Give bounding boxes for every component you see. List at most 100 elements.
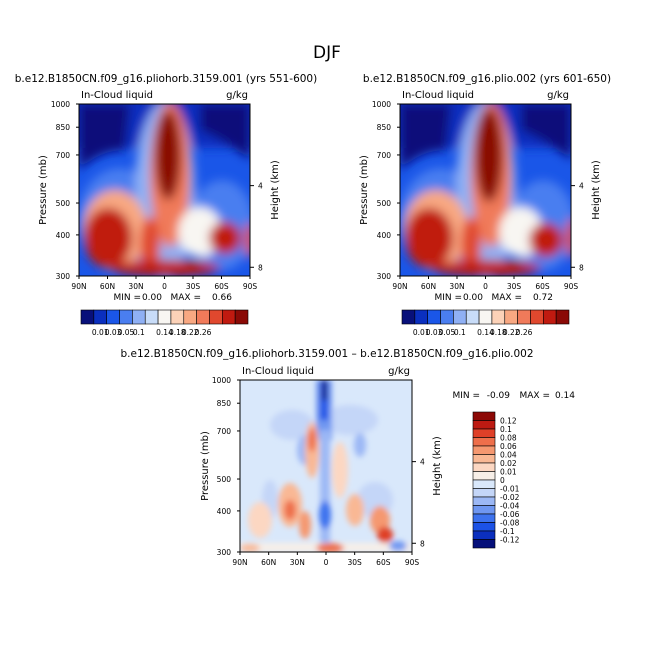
panel-a-min-value: 0.00	[142, 293, 162, 303]
y-tick-label: 700	[217, 427, 232, 436]
x-tick-label: 60N	[261, 558, 276, 567]
colorbar-label: 0.22	[503, 328, 520, 337]
colorbar-box	[440, 309, 454, 325]
panel-a-colorbar: 0.010.030.050.1 0.140.180.220.26	[80, 309, 249, 337]
panel-a-units: g/kg	[226, 90, 248, 101]
colorbar-box	[427, 309, 441, 325]
colorbar-box	[472, 496, 496, 506]
colorbar-label: -0.01	[500, 485, 520, 494]
colorbar-label: 0.14	[477, 328, 494, 337]
colorbar-label: 0.05	[439, 328, 456, 337]
colorbar-box	[144, 309, 159, 325]
colorbar-label: 0.06	[500, 442, 517, 451]
colorbar-box	[472, 522, 496, 532]
colorbar-label: -0.06	[500, 510, 520, 519]
panel-b-colorbar: 0.010.030.050.1 0.140.180.220.26	[401, 309, 570, 337]
panel-b-title: b.e12.B1850CN.f09_g16.plio.002 (yrs 601-…	[363, 73, 611, 85]
panel-diff: b.e12.B1850CN.f09_g16.pliohorb.3159.001 …	[120, 348, 575, 567]
colorbar-box	[472, 539, 496, 549]
colorbar-box	[472, 462, 496, 472]
panel-b: b.e12.B1850CN.f09_g16.plio.002 (yrs 601-…	[359, 73, 611, 337]
colorbar-box	[196, 309, 210, 325]
colorbar-label: 0.18	[490, 328, 507, 337]
colorbar-box	[472, 505, 496, 515]
panel-b-max-label: MAX =	[492, 293, 523, 303]
colorbar-label: -0.12	[500, 536, 520, 545]
colorbar-label: 0.03	[105, 328, 122, 337]
x-tick-label: 90N	[232, 558, 247, 567]
y2-tick-label: 4	[420, 458, 425, 467]
x-tick-label: 0	[483, 282, 488, 291]
panel-a-max-label: MAX =	[171, 293, 202, 303]
colorbar-box	[555, 309, 570, 325]
y-tick-label: 500	[217, 475, 232, 484]
y-tick-label: 300	[217, 548, 232, 557]
y2-tick-label: 8	[258, 263, 263, 272]
colorbar-box	[530, 309, 544, 325]
colorbar-label: 0.01	[92, 328, 109, 337]
y-tick-label: 850	[377, 123, 392, 132]
panel-diff-y2label: Height (km)	[432, 436, 443, 496]
colorbar-box	[157, 309, 172, 325]
colorbar-label: -0.04	[500, 502, 520, 511]
y-tick-label: 300	[377, 272, 392, 281]
colorbar-box	[170, 309, 185, 325]
panel-a-y2label: Height (km)	[270, 160, 281, 220]
x-tick-label: 60N	[100, 282, 115, 291]
colorbar-label: 0.08	[500, 434, 517, 443]
y-tick-label: 500	[56, 199, 71, 208]
x-tick-label: 90S	[564, 282, 579, 291]
colorbar-box	[472, 411, 496, 421]
x-tick-label: 30S	[507, 282, 522, 291]
colorbar-label: -0.1	[500, 527, 515, 536]
panel-diff-min-value: -0.09	[487, 391, 511, 401]
colorbar-box	[472, 445, 496, 455]
x-tick-label: 60S	[535, 282, 550, 291]
y-tick-label: 400	[217, 507, 232, 516]
x-tick-label: 30S	[186, 282, 201, 291]
y-tick-label: 400	[377, 231, 392, 240]
colorbar-box	[93, 309, 107, 325]
colorbar-box	[472, 479, 496, 489]
colorbar-label: 0.1	[500, 425, 512, 434]
colorbar-box	[132, 309, 146, 325]
y-tick-label: 700	[377, 151, 392, 160]
panel-diff-axes: 90N 60N 30N 0 30S 60S 90S 300 400 500 700 850 1000 8 4	[212, 376, 425, 567]
panel-b-min-value: 0.00	[463, 293, 483, 303]
panel-a-axes: 90N 60N 30N 0 30S 60S 90S 300 400 500 700 850 1000 8 4	[51, 100, 263, 291]
colorbar-box	[222, 309, 236, 325]
colorbar-label: 0.18	[169, 328, 186, 337]
colorbar-label: 0.1	[454, 328, 466, 337]
colorbar-label: -0.02	[500, 493, 520, 502]
x-tick-label: 0	[324, 558, 329, 567]
panel-a-variable-label: In-Cloud liquid	[81, 90, 153, 101]
panel-b-max-value: 0.72	[533, 293, 553, 303]
colorbar-box	[472, 471, 496, 481]
x-tick-label: 0	[162, 282, 167, 291]
x-tick-label: 90S	[243, 282, 258, 291]
x-tick-label: 60S	[214, 282, 229, 291]
y-tick-label: 400	[56, 231, 71, 240]
panel-b-field	[400, 104, 571, 276]
panel-b-ylabel: Pressure (mb)	[359, 155, 370, 225]
colorbar-box	[472, 437, 496, 447]
colorbar-label: 0.1	[133, 328, 145, 337]
x-tick-label: 90N	[71, 282, 86, 291]
colorbar-box	[119, 309, 133, 325]
y2-tick-label: 8	[579, 263, 584, 272]
colorbar-box	[472, 420, 496, 430]
colorbar-label: 0.26	[516, 328, 533, 337]
colorbar-label: 0.14	[156, 328, 173, 337]
colorbar-box	[478, 309, 493, 325]
y-tick-label: 1000	[212, 376, 231, 385]
panel-diff-min-label: MIN =	[452, 391, 480, 401]
y-tick-label: 850	[56, 123, 71, 132]
panel-b-variable-label: In-Cloud liquid	[402, 90, 474, 101]
colorbar-box	[472, 530, 496, 540]
panel-b-y2label: Height (km)	[591, 160, 602, 220]
y2-tick-label: 4	[579, 182, 584, 191]
colorbar-box	[491, 309, 506, 325]
colorbar-box	[106, 309, 120, 325]
colorbar-box	[234, 309, 249, 325]
panel-b-axes: 90N 60N 30N 0 30S 60S 90S 300 400 500 700 850 1000 8 4	[372, 100, 584, 291]
